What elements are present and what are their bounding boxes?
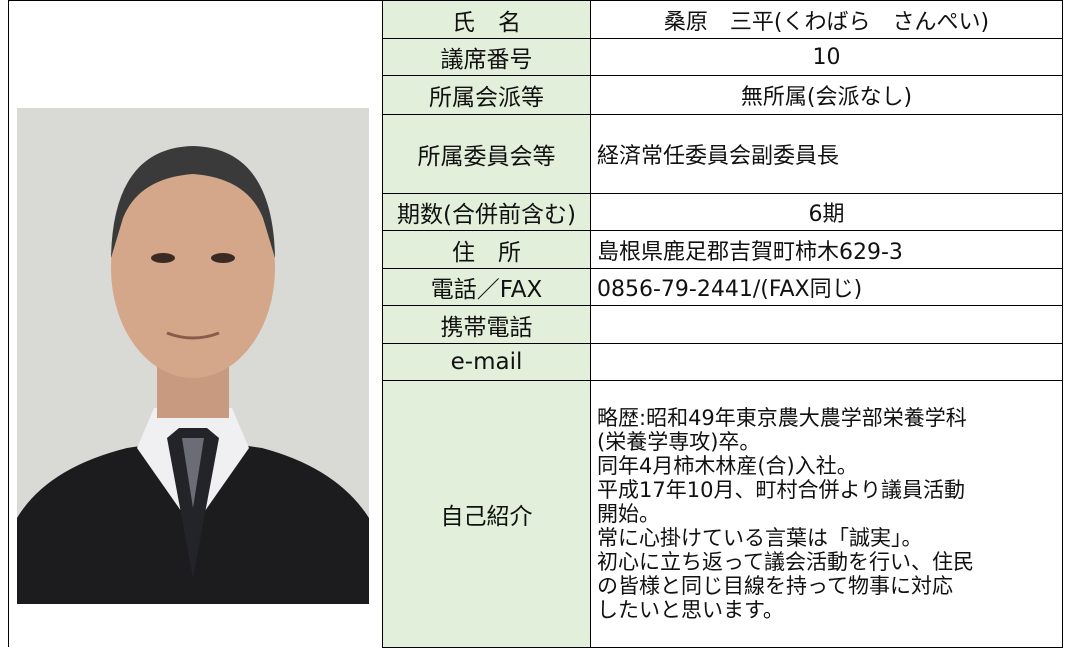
intro-line: 初心に立ち返って議会活動を行い、住民: [597, 550, 974, 574]
row-value: 10: [590, 38, 1063, 76]
row-label: 所属会派等: [382, 75, 591, 115]
row-label: 電話／FAX: [382, 268, 591, 306]
row-value: [590, 343, 1063, 381]
row-label: 携帯電話: [382, 305, 591, 344]
intro-line: 略歴:昭和49年東京農大農学部栄養学科: [597, 406, 967, 430]
row-value: 0856-79-2441/(FAX同じ): [590, 268, 1063, 306]
intro-line: (栄養学専攻)卒。: [597, 430, 761, 454]
intro-line: 常に心掛けている言葉は「誠実」。: [597, 526, 923, 550]
row-label: 所属委員会等: [382, 114, 591, 194]
row-label: 自己紹介: [382, 380, 591, 648]
photo: [17, 108, 369, 604]
row-label: 氏 名: [382, 0, 591, 39]
row-value: 略歴:昭和49年東京農大農学部栄養学科 (栄養学専攻)卒。 同年4月柿木林産(合)入…: [590, 380, 1063, 648]
row-value: 島根県鹿足郡吉賀町柿木629-3: [590, 230, 1063, 269]
intro-line: 平成17年10月、町村合併より議員活動: [597, 478, 966, 502]
intro-line: したいと思います。: [597, 598, 784, 622]
row-value: 無所属(会派なし): [590, 75, 1063, 115]
row-label: 議席番号: [382, 38, 591, 76]
intro-line: の皆様と同じ目線を持って物事に対応: [597, 574, 953, 598]
intro-line: 開始。: [597, 502, 660, 526]
row-label: 住 所: [382, 230, 591, 269]
row-label: e-mail: [382, 343, 591, 381]
row-value: 6期: [590, 193, 1063, 231]
intro-line: 同年4月柿木林産(合)入社。: [597, 454, 858, 478]
row-label: 期数(合併前含む): [382, 193, 591, 231]
row-value: [590, 305, 1063, 344]
row-value: 桑原 三平(くわばら さんぺい): [590, 0, 1063, 39]
row-value: 経済常任委員会副委員長: [590, 114, 1063, 194]
